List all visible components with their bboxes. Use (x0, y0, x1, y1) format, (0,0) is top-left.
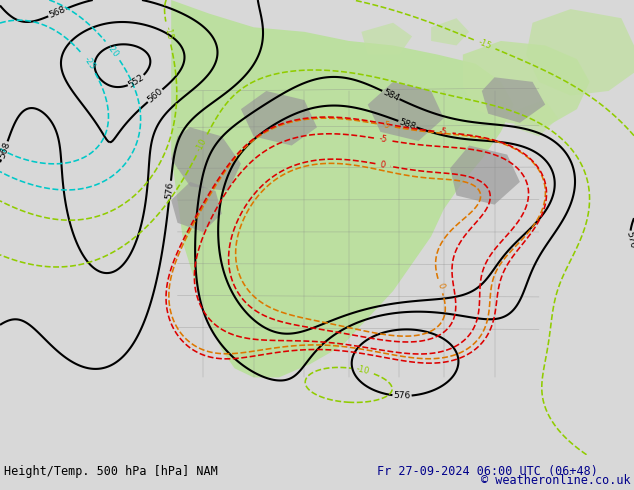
Text: Height/Temp. 500 hPa [hPa] NAM: Height/Temp. 500 hPa [hPa] NAM (4, 465, 218, 478)
Polygon shape (482, 77, 545, 123)
Text: Fr 27-09-2024 06:00 UTC (06+48): Fr 27-09-2024 06:00 UTC (06+48) (377, 465, 598, 478)
Polygon shape (526, 9, 634, 96)
Polygon shape (514, 100, 558, 136)
Text: 588: 588 (398, 117, 417, 131)
Polygon shape (171, 0, 514, 377)
Text: 576: 576 (624, 231, 634, 249)
Polygon shape (463, 41, 590, 127)
Text: 568: 568 (48, 5, 67, 20)
Text: 584: 584 (381, 87, 401, 103)
Text: 576: 576 (393, 391, 411, 400)
Polygon shape (450, 146, 520, 205)
Text: -25: -25 (81, 55, 96, 71)
Polygon shape (431, 18, 469, 46)
Polygon shape (368, 82, 444, 141)
Text: 576: 576 (165, 181, 176, 199)
Text: 568: 568 (0, 141, 11, 160)
Polygon shape (361, 23, 412, 54)
Text: 560: 560 (146, 87, 165, 105)
Polygon shape (241, 91, 317, 146)
Text: -10: -10 (195, 137, 209, 153)
Text: -5: -5 (381, 120, 391, 130)
Text: -5: -5 (378, 134, 388, 145)
Text: -15: -15 (162, 25, 174, 41)
Text: 0: 0 (380, 160, 386, 170)
Text: 552: 552 (127, 73, 146, 89)
Text: -15: -15 (477, 38, 493, 51)
Polygon shape (171, 182, 222, 232)
Text: -20: -20 (105, 43, 120, 59)
Text: -10: -10 (355, 365, 370, 376)
Text: © weatheronline.co.uk: © weatheronline.co.uk (481, 474, 631, 487)
Text: -5: -5 (439, 127, 448, 137)
Polygon shape (171, 127, 241, 191)
Text: 0: 0 (435, 282, 446, 290)
